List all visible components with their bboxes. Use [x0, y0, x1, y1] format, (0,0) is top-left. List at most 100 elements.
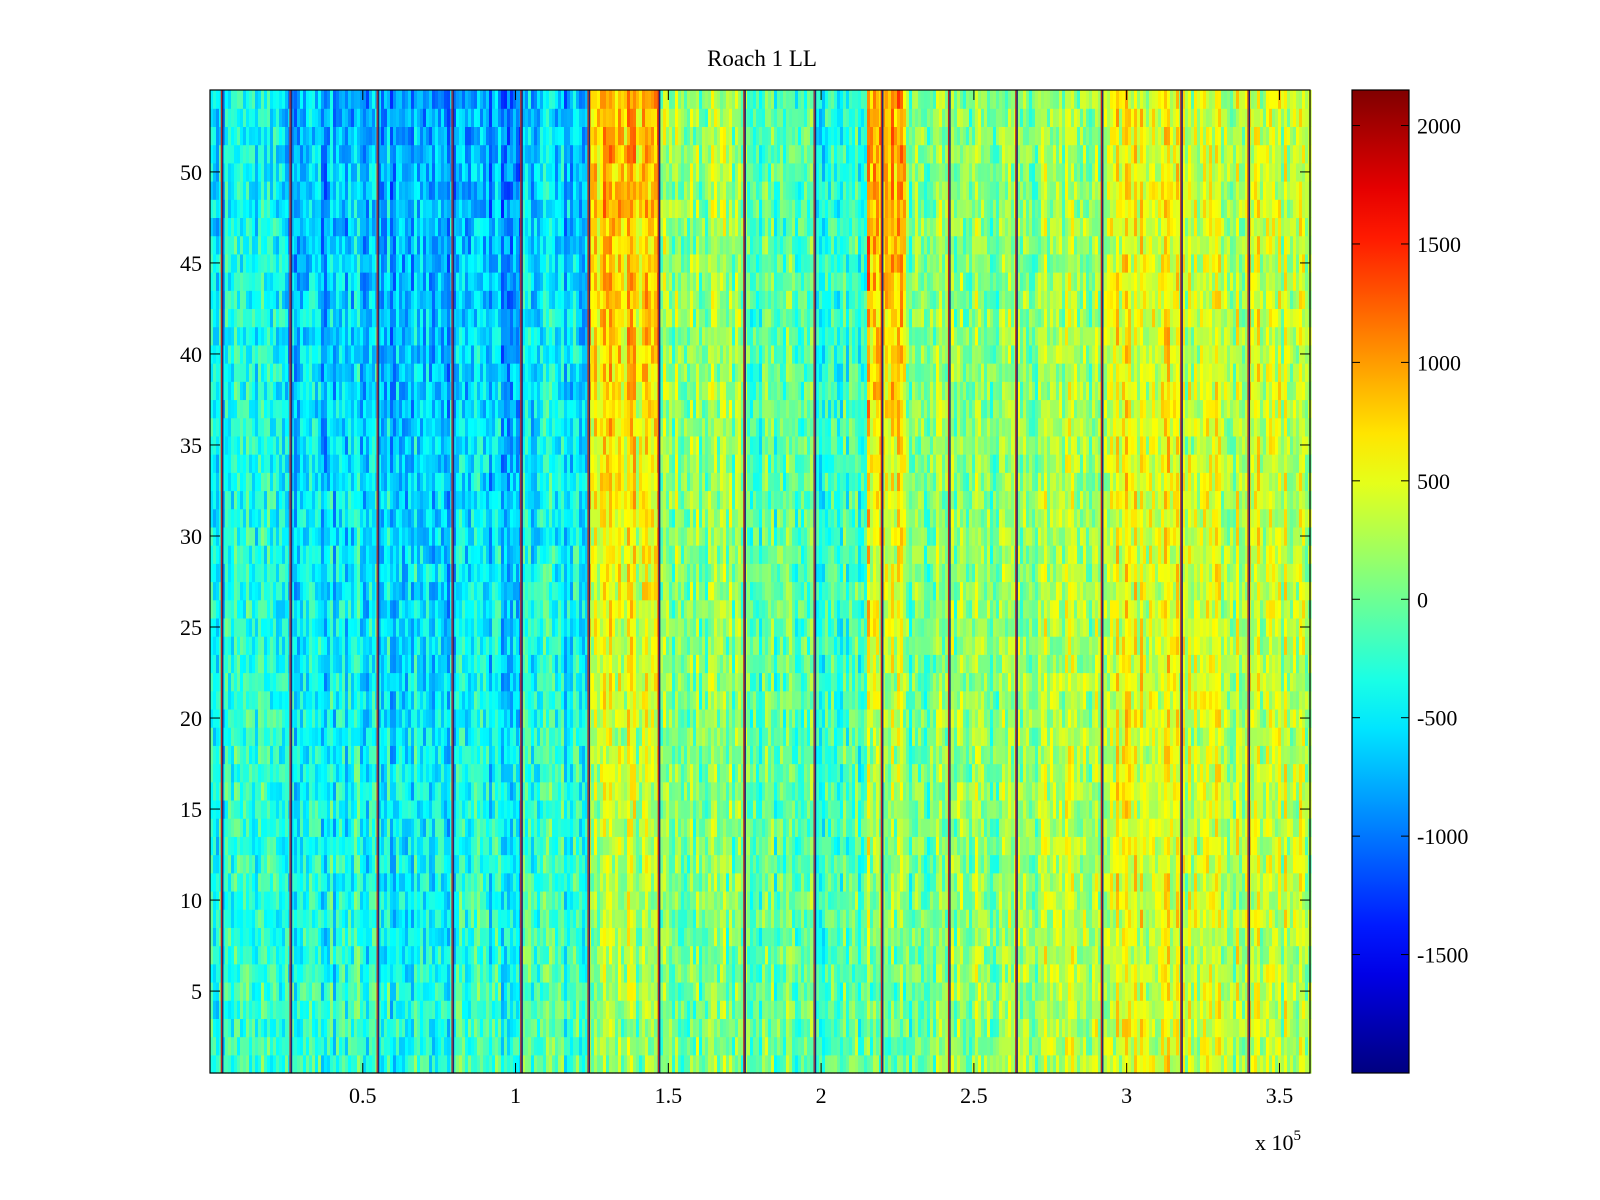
heatmap-cell-583: [240, 272, 244, 291]
heatmap-cell-746: [249, 253, 253, 273]
heatmap-cell-876: [258, 836, 262, 856]
heatmap-cell-1369: [285, 708, 289, 728]
heatmap-cell-410: [231, 472, 235, 492]
heatmap-cell-977: [264, 963, 268, 983]
heatmap-cell-923: [261, 963, 265, 983]
heatmap-cell-1372: [285, 654, 289, 674]
heatmap-cell-730: [249, 545, 253, 564]
heatmap-cell-304: [225, 435, 229, 455]
heatmap-cell-121: [216, 818, 220, 837]
heatmap-cell-633: [243, 344, 247, 364]
heatmap-cell-394: [231, 763, 235, 783]
heatmap-cell-483: [234, 126, 238, 146]
heatmap-cell-21: [210, 672, 214, 692]
heatmap-cell-1274: [279, 472, 283, 492]
heatmap-cell-826: [255, 763, 259, 783]
heatmap-cell-1102: [270, 654, 274, 674]
heatmap-cell-1006: [264, 435, 268, 455]
heatmap-cell-317: [225, 199, 229, 219]
heatmap-cell-1367: [285, 745, 289, 765]
heatmap-cell-373: [228, 162, 232, 182]
heatmap-cell-245: [222, 526, 226, 546]
heatmap-cell-290: [225, 690, 229, 710]
heatmap-cell-622: [243, 545, 247, 564]
heatmap-cell-269: [222, 90, 226, 109]
heatmap-cell-464: [234, 472, 238, 492]
heatmap-cell-1308: [282, 836, 286, 856]
heatmap-cell-1361: [285, 854, 289, 874]
heatmap-cell-426: [231, 181, 235, 200]
heatmap-cell-106: [213, 108, 217, 127]
heatmap-cell-1162: [273, 545, 277, 564]
heatmap-cell-619: [243, 599, 247, 619]
heatmap-cell-543: [240, 1000, 244, 1019]
heatmap-cell-1554: [294, 290, 298, 310]
heatmap-cell-723: [249, 672, 253, 692]
heatmap-cell-337: [228, 818, 232, 837]
heatmap-cell-1187: [273, 90, 277, 109]
heatmap-cell-1173: [273, 344, 277, 364]
heatmap-cell-513: [237, 563, 241, 583]
heatmap-cell-1175: [273, 308, 277, 328]
heatmap-cell-1099: [270, 708, 274, 728]
heatmap-cell-917: [258, 90, 262, 109]
heatmap-cell-831: [255, 672, 259, 692]
heatmap-cell-1037: [267, 854, 271, 874]
heatmap-cell-1149: [273, 781, 277, 801]
heatmap-cell-1562: [294, 144, 298, 164]
heatmap-cell-613: [243, 708, 247, 728]
heatmap-cell-802: [252, 217, 256, 237]
heatmap-cell-1262: [279, 690, 283, 710]
heatmap-cell-857: [255, 199, 259, 219]
heatmap-cell-1298: [282, 1018, 286, 1038]
heatmap-cell-367: [228, 272, 232, 291]
heatmap-cell-890: [258, 581, 262, 601]
heatmap-cell-1509: [291, 126, 295, 146]
heatmap-cell-1355: [285, 963, 289, 983]
heatmap-cell-589: [240, 162, 244, 182]
heatmap-cell-311: [225, 308, 229, 328]
heatmap-cell-898: [258, 435, 262, 455]
heatmap-cell-33: [210, 454, 214, 473]
heatmap-cell-387: [231, 890, 235, 910]
heatmap-cell-1062: [267, 399, 271, 419]
heatmap-cell-310: [225, 326, 229, 346]
heatmap-cell-1392: [285, 290, 289, 310]
heatmap-cell-365: [228, 308, 232, 328]
heatmap-cell-531: [237, 235, 241, 255]
heatmap-cell-1157: [273, 636, 277, 655]
heatmap-cell-511: [237, 599, 241, 619]
heatmap-cell-305: [225, 417, 229, 437]
heatmap-cell-288: [225, 727, 229, 746]
heatmap-cell-813: [255, 1000, 259, 1019]
heatmap-cell-796: [252, 326, 256, 346]
heatmap-cell-1168: [273, 435, 277, 455]
heatmap-cell-1230: [276, 290, 280, 310]
heatmap-cell-1395: [285, 235, 289, 255]
heatmap-cell-41: [210, 308, 214, 328]
heatmap-cell-733: [249, 490, 253, 510]
heatmap-cell-1123: [270, 272, 274, 291]
heatmap-cell-778: [252, 654, 256, 674]
heatmap-cell-721: [249, 708, 253, 728]
heatmap-cell-892: [258, 545, 262, 564]
heatmap-cell-1136: [273, 1018, 277, 1038]
heatmap-cell-116: [216, 909, 220, 928]
heatmap-cell-1024: [264, 108, 268, 127]
heatmap-cell-1145: [273, 854, 277, 874]
heatmap-cell-407: [231, 526, 235, 546]
heatmap-cell-20: [210, 690, 214, 710]
heatmap-cell-953: [261, 417, 265, 437]
heatmap-cell-635: [243, 308, 247, 328]
heatmap-cell-115: [216, 927, 220, 947]
heatmap-cell-1141: [273, 927, 277, 947]
heatmap-cell-1174: [273, 326, 277, 346]
heatmap-cell-472: [234, 326, 238, 346]
heatmap-cell-884: [258, 690, 262, 710]
heatmap-cell-783: [252, 563, 256, 583]
heatmap-cell-516: [237, 508, 241, 528]
heatmap-cell-1357: [285, 927, 289, 947]
heatmap-cell-961: [261, 272, 265, 291]
heatmap-cell-889: [258, 599, 262, 619]
heatmap-cell-48: [210, 181, 214, 200]
